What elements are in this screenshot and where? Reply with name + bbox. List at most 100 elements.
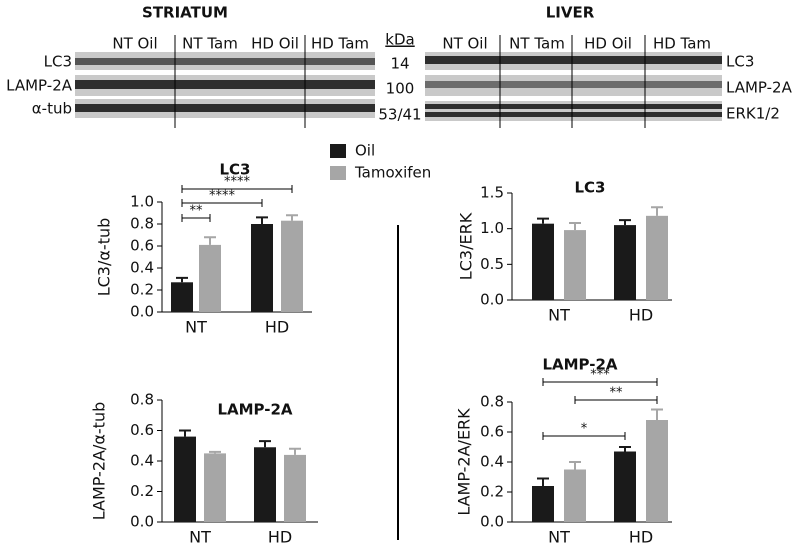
error-bar (537, 217, 549, 224)
bar (254, 447, 276, 522)
bar (564, 469, 586, 522)
error-bar (286, 214, 298, 221)
error-bar (569, 221, 581, 231)
error-bar (289, 447, 301, 455)
lane-label: NT Oil (112, 35, 157, 53)
y-axis-label: LC3/ERK (457, 212, 476, 280)
blot-band (425, 112, 722, 117)
y-tick-label: 0.6 (130, 421, 154, 439)
y-tick-label: 1.0 (130, 193, 154, 211)
y-tick-label: 0.0 (480, 513, 504, 531)
blot-band (75, 80, 375, 89)
error-bar (204, 236, 216, 245)
y-tick-label: 1.0 (480, 219, 504, 237)
significance-label: **** (209, 189, 236, 204)
legend-label: Tamoxifen (354, 164, 431, 182)
significance-label: * (581, 422, 588, 437)
y-tick-label: 0.6 (480, 423, 504, 441)
y-axis-label: LAMP-2A/α-tub (90, 402, 109, 521)
legend-swatch (330, 166, 346, 180)
significance-bracket (542, 432, 626, 440)
y-tick-label: 0.0 (130, 513, 154, 531)
error-bar (619, 446, 631, 452)
bar (646, 420, 668, 522)
significance-bracket (181, 214, 211, 222)
significance-label: ** (610, 386, 624, 401)
x-tick-label: HD (268, 528, 292, 547)
error-bar (651, 206, 663, 216)
y-tick-label: 0.0 (130, 303, 154, 321)
error-bar (569, 461, 581, 470)
bar (284, 454, 306, 522)
y-tick-label: 0.8 (480, 393, 504, 411)
lane-label: HD Tam (653, 35, 711, 53)
lane-label: NT Tam (182, 35, 238, 53)
row-label: α-tub (32, 100, 72, 118)
significance-label: ** (190, 204, 204, 219)
bar (281, 220, 303, 312)
blot-band (425, 56, 722, 64)
blot-band (75, 58, 375, 65)
legend-swatch (330, 144, 346, 158)
y-tick-label: 0.2 (130, 281, 154, 299)
kda-label: 100 (386, 80, 415, 98)
lane-label: HD Oil (584, 35, 632, 53)
significance-bracket (181, 199, 263, 207)
y-tick-label: 0.8 (130, 391, 154, 409)
row-label: LC3 (44, 53, 72, 71)
lane-label: HD Tam (311, 35, 369, 53)
row-label: LC3 (726, 53, 754, 71)
bar (614, 225, 636, 300)
kda-header: kDa (385, 31, 414, 49)
row-label: LAMP-2A (726, 79, 793, 97)
lane-label: NT Oil (442, 35, 487, 53)
x-tick-label: NT (185, 318, 207, 337)
x-tick-label: HD (629, 528, 653, 547)
error-bar (619, 219, 631, 226)
x-tick-label: HD (265, 318, 289, 337)
x-tick-label: NT (189, 528, 211, 547)
bar (564, 230, 586, 300)
blot-title: LIVER (546, 4, 595, 22)
y-tick-label: 0.4 (130, 259, 154, 277)
y-tick-label: 0.5 (480, 255, 504, 273)
blot-band (75, 104, 375, 112)
kda-label: 53/41 (378, 106, 421, 124)
x-tick-label: NT (548, 528, 570, 547)
chart-title: LAMP-2A (217, 401, 292, 419)
legend-label: Oil (355, 142, 375, 160)
chart-title: LC3 (574, 179, 605, 197)
y-tick-label: 0.8 (130, 215, 154, 233)
kda-label: 14 (390, 55, 409, 73)
x-tick-label: HD (629, 306, 653, 325)
lane-label: HD Oil (251, 35, 299, 53)
significance-bracket (542, 378, 658, 386)
bar (532, 223, 554, 300)
significance-bracket (574, 396, 658, 404)
y-axis-label: LC3/α-tub (95, 218, 114, 297)
error-bar (651, 408, 663, 420)
lane-label: NT Tam (509, 35, 565, 53)
bar (251, 224, 273, 312)
y-tick-label: 0.2 (480, 483, 504, 501)
error-bar (209, 450, 221, 454)
bar (614, 451, 636, 522)
error-bar (176, 276, 188, 283)
y-tick-label: 1.5 (480, 184, 504, 202)
row-label: LAMP-2A (6, 77, 73, 95)
blot-title: STRIATUM (142, 4, 228, 22)
bar (199, 244, 221, 312)
error-bar (256, 216, 268, 224)
y-tick-label: 0.0 (480, 291, 504, 309)
y-tick-label: 0.2 (130, 482, 154, 500)
bar (174, 436, 196, 522)
significance-label: **** (224, 175, 251, 190)
x-tick-label: NT (548, 306, 570, 325)
bar (171, 282, 193, 312)
bar (532, 486, 554, 522)
bar (204, 453, 226, 522)
chart-title: LAMP-2A (542, 356, 617, 374)
bar (646, 215, 668, 300)
